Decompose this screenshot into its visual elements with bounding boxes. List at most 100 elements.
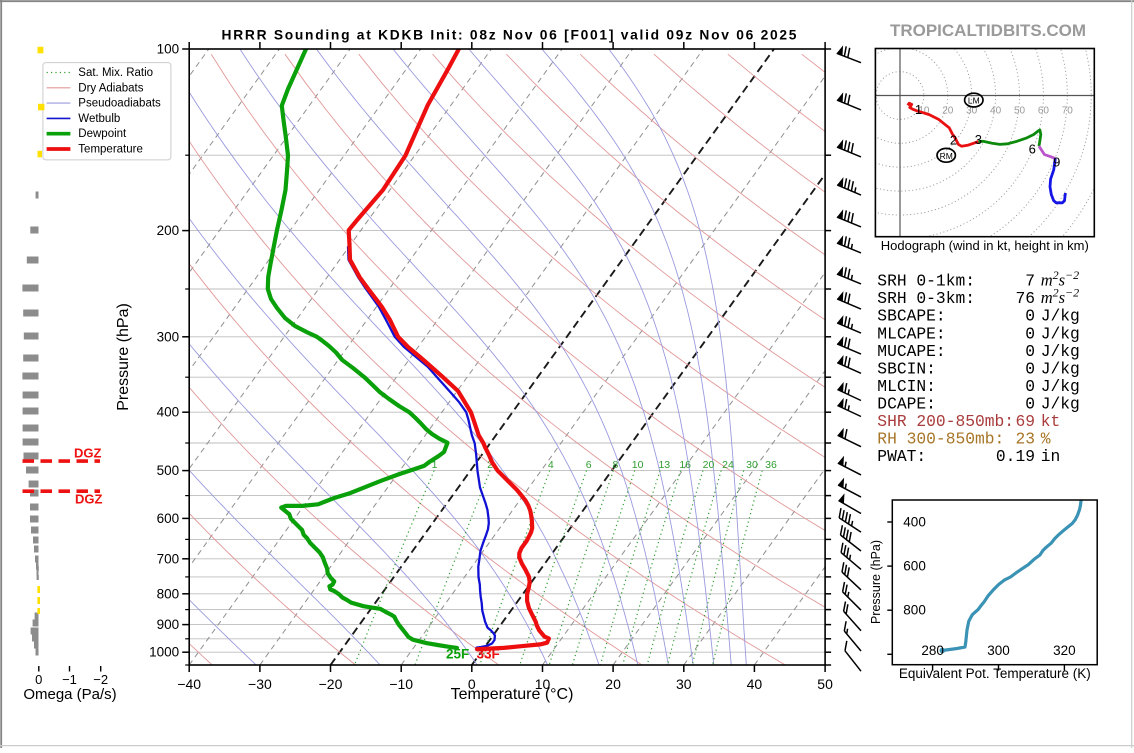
svg-text:RM: RM (940, 151, 953, 161)
svg-text:16: 16 (679, 459, 691, 471)
svg-text:DCAPE:: DCAPE: (877, 395, 936, 414)
svg-text:kt: kt (1041, 412, 1061, 431)
svg-text:400: 400 (903, 515, 926, 530)
svg-text:MLCIN:: MLCIN: (877, 377, 936, 396)
svg-text:2: 2 (487, 459, 493, 471)
svg-text:TROPICALTIDBITS.COM: TROPICALTIDBITS.COM (890, 21, 1086, 40)
svg-text:m2s−2: m2s−2 (1041, 268, 1079, 290)
svg-text:Omega (Pa/s): Omega (Pa/s) (23, 686, 116, 703)
svg-text:23: 23 (1015, 430, 1035, 449)
svg-text:36: 36 (765, 459, 777, 471)
svg-text:HRRR Sounding at KDKB Init: 08: HRRR Sounding at KDKB Init: 08z Nov 06 [… (222, 27, 797, 42)
svg-text:0: 0 (1025, 324, 1035, 343)
svg-text:76: 76 (1015, 289, 1035, 308)
svg-text:Hodograph (wind in kt, height: Hodograph (wind in kt, height in km) (881, 238, 1089, 253)
svg-text:Pressure (hPa): Pressure (hPa) (869, 540, 883, 624)
svg-text:2: 2 (950, 132, 957, 147)
svg-text:10: 10 (632, 459, 644, 471)
svg-text:SRH 0-1km:: SRH 0-1km: (877, 272, 975, 291)
svg-text:Dry Adiabats: Dry Adiabats (78, 82, 143, 94)
svg-text:%: % (1041, 430, 1051, 449)
svg-text:SRH 0-3km:: SRH 0-3km: (877, 289, 975, 308)
svg-text:600: 600 (157, 511, 180, 526)
svg-text:20: 20 (605, 676, 621, 692)
svg-text:0: 0 (1025, 395, 1035, 414)
svg-text:Dewpoint: Dewpoint (78, 128, 127, 140)
svg-text:24: 24 (722, 459, 734, 471)
svg-text:1: 1 (432, 459, 438, 471)
svg-text:40: 40 (747, 676, 763, 692)
svg-text:0: 0 (1025, 377, 1035, 396)
svg-text:7: 7 (1025, 272, 1035, 291)
svg-text:13: 13 (658, 459, 670, 471)
svg-text:8: 8 (612, 459, 618, 471)
svg-text:−40: −40 (177, 676, 201, 692)
svg-text:20: 20 (703, 459, 715, 471)
svg-text:500: 500 (157, 463, 180, 478)
svg-text:Equivalent Pot. Temperature (K: Equivalent Pot. Temperature (K) (899, 666, 1091, 681)
svg-text:Wetbulb: Wetbulb (78, 113, 120, 125)
svg-text:6: 6 (1029, 142, 1036, 157)
svg-text:−30: −30 (248, 676, 272, 692)
svg-text:J/kg: J/kg (1041, 395, 1080, 414)
svg-text:3: 3 (975, 132, 982, 147)
svg-text:MUCAPE:: MUCAPE: (877, 342, 945, 361)
svg-text:30: 30 (966, 105, 978, 116)
svg-text:0: 0 (35, 672, 42, 687)
svg-text:10: 10 (918, 105, 930, 116)
svg-text:600: 600 (903, 559, 926, 574)
svg-text:Sat. Mix. Ratio: Sat. Mix. Ratio (78, 67, 153, 79)
svg-text:400: 400 (157, 405, 180, 420)
svg-text:PWAT:: PWAT: (877, 447, 926, 466)
svg-text:40: 40 (990, 105, 1002, 116)
svg-text:0: 0 (1025, 342, 1035, 361)
svg-text:LM: LM (968, 96, 980, 106)
svg-text:J/kg: J/kg (1041, 359, 1080, 378)
svg-text:800: 800 (903, 603, 926, 618)
svg-text:800: 800 (157, 586, 180, 601)
svg-text:J/kg: J/kg (1041, 377, 1080, 396)
svg-text:70: 70 (1062, 105, 1074, 116)
svg-text:4: 4 (548, 459, 554, 471)
svg-text:10: 10 (535, 676, 551, 692)
svg-text:700: 700 (157, 551, 180, 566)
svg-text:J/kg: J/kg (1041, 307, 1080, 326)
svg-text:Pressure (hPa): Pressure (hPa) (115, 303, 132, 411)
svg-text:30: 30 (676, 676, 692, 692)
svg-text:100: 100 (157, 42, 180, 57)
svg-text:320: 320 (1053, 643, 1076, 658)
svg-text:−20: −20 (319, 676, 343, 692)
svg-text:0: 0 (468, 676, 476, 692)
svg-text:1: 1 (915, 102, 922, 117)
svg-text:−10: −10 (389, 676, 413, 692)
svg-text:0: 0 (1025, 359, 1035, 378)
svg-text:30: 30 (746, 459, 758, 471)
svg-text:SBCAPE:: SBCAPE: (877, 307, 945, 326)
svg-text:Pseudoadiabats: Pseudoadiabats (78, 98, 161, 110)
svg-text:1000: 1000 (149, 645, 179, 660)
svg-text:50: 50 (1014, 105, 1026, 116)
svg-text:DGZ: DGZ (74, 446, 102, 461)
svg-text:SBCIN:: SBCIN: (877, 359, 936, 378)
svg-text:300: 300 (157, 329, 180, 344)
svg-text:69: 69 (1015, 412, 1035, 431)
svg-text:MLCAPE:: MLCAPE: (877, 324, 945, 343)
svg-text:SHR 200-850mb:: SHR 200-850mb: (877, 412, 1014, 431)
svg-text:−2: −2 (93, 672, 108, 687)
svg-text:300: 300 (987, 643, 1010, 658)
svg-text:J/kg: J/kg (1041, 342, 1080, 361)
svg-text:0.19: 0.19 (996, 447, 1035, 466)
svg-text:9: 9 (1053, 155, 1060, 170)
svg-text:Temperature (°C): Temperature (°C) (451, 686, 574, 703)
svg-text:Temperature: Temperature (78, 144, 143, 156)
svg-text:900: 900 (157, 617, 180, 632)
svg-text:J/kg: J/kg (1041, 324, 1080, 343)
svg-text:60: 60 (1038, 105, 1050, 116)
svg-text:25F: 25F (446, 647, 469, 662)
svg-text:6: 6 (586, 459, 592, 471)
svg-text:20: 20 (942, 105, 954, 116)
svg-text:DGZ: DGZ (75, 492, 103, 507)
svg-text:RH 300-850mb:: RH 300-850mb: (877, 430, 1004, 449)
svg-text:−1: −1 (62, 672, 77, 687)
svg-text:0: 0 (1025, 307, 1035, 326)
